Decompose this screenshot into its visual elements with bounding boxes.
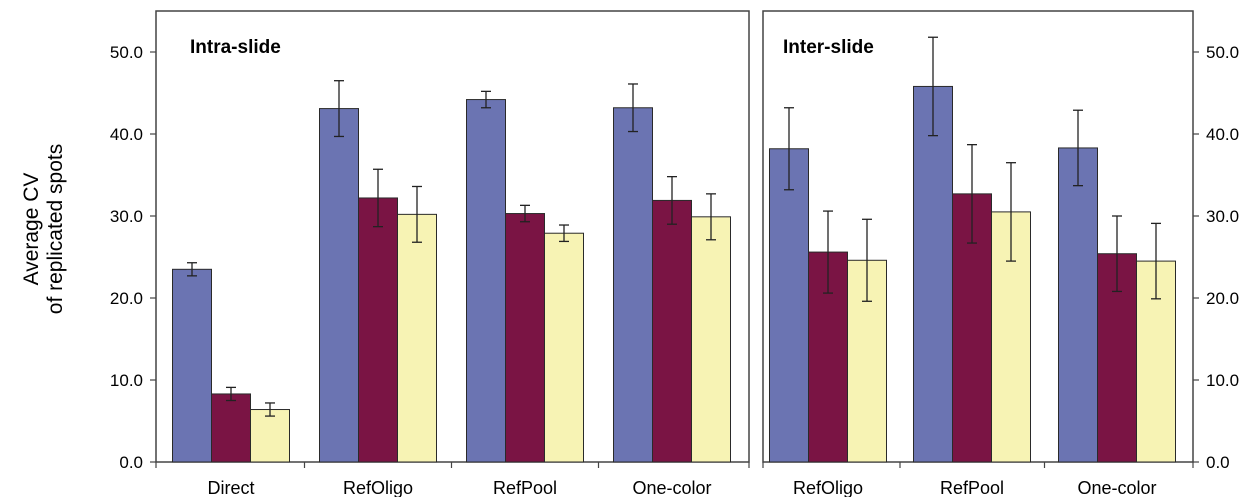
- y-axis-label: Average CV of replicated spots: [20, 144, 67, 314]
- panel-frame-0: [155, 10, 750, 463]
- bar: [913, 85, 953, 463]
- y-tick-label-left: 50.0: [110, 43, 143, 62]
- bar: [172, 268, 212, 463]
- bar: [652, 199, 692, 463]
- y-tick-label-right: 30.0: [1206, 207, 1239, 226]
- bar: [319, 108, 359, 463]
- bar: [505, 213, 545, 463]
- bar: [397, 213, 437, 463]
- category-label: One-color: [632, 478, 711, 497]
- y-tick-label-left: 0.0: [119, 453, 143, 472]
- category-label: One-color: [1077, 478, 1156, 497]
- bar: [613, 107, 653, 463]
- bar: [466, 99, 506, 463]
- panel-title-1: Inter-slide: [783, 37, 874, 58]
- y-tick-label-left: 10.0: [110, 371, 143, 390]
- category-label: RefOligo: [343, 478, 413, 497]
- y-tick-label-left: 30.0: [110, 207, 143, 226]
- y-tick-label-right: 20.0: [1206, 289, 1239, 308]
- y-tick-label-left: 20.0: [110, 289, 143, 308]
- bar: [691, 216, 731, 463]
- panel-title-0: Intra-slide: [190, 37, 281, 58]
- y-tick-label-right: 50.0: [1206, 43, 1239, 62]
- category-label: RefPool: [493, 478, 557, 497]
- y-tick-label-right: 40.0: [1206, 125, 1239, 144]
- bar: [250, 409, 290, 463]
- bar: [544, 232, 584, 463]
- y-tick-label-right: 10.0: [1206, 371, 1239, 390]
- y-axis-label-line2: of replicated spots: [44, 144, 67, 314]
- bar: [358, 197, 398, 463]
- category-label: Direct: [207, 478, 254, 497]
- category-label: RefPool: [940, 478, 1004, 497]
- category-label: RefOligo: [793, 478, 863, 497]
- bar: [1058, 147, 1098, 463]
- y-axis-label-line1: Average CV: [20, 173, 43, 286]
- bar: [769, 148, 809, 463]
- y-tick-label-left: 40.0: [110, 125, 143, 144]
- bar: [211, 393, 251, 463]
- y-tick-label-right: 0.0: [1206, 453, 1230, 472]
